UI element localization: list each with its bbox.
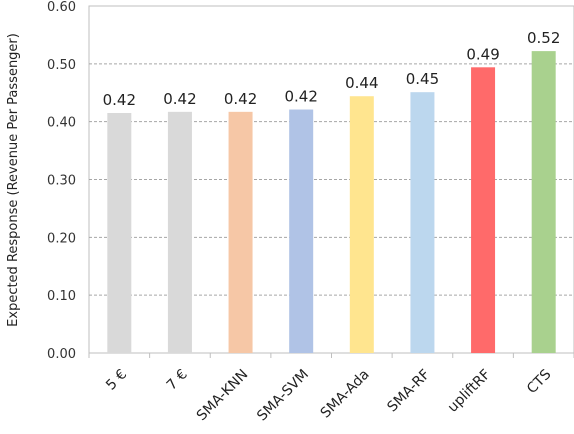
x-tick-label: SMA-Ada <box>318 367 373 422</box>
x-tick-label: SMA-KNN <box>194 367 252 425</box>
y-tick-label: 0.50 <box>47 58 76 73</box>
x-tick-label: 5 € <box>103 367 130 394</box>
x-tick-label: SMA-SVM <box>254 367 312 425</box>
data-labels: 0.42 0.42 0.42 0.42 0.44 0.45 0.49 0.52 <box>103 29 561 109</box>
x-axis-ticks: 5 € 7 € SMA-KNN SMA-SVM SMA-Ada SMA-RF upliftR… <box>88 353 574 425</box>
y-tick-label: 0.20 <box>47 231 76 246</box>
y-axis-ticks: 0.00 0.10 0.20 0.30 0.40 0.50 0.60 <box>47 0 76 362</box>
y-tick-label: 0.00 <box>47 347 76 362</box>
bar <box>471 67 496 353</box>
bars <box>107 51 556 354</box>
data-label: 0.49 <box>466 45 499 63</box>
bar <box>349 96 374 353</box>
data-label: 0.52 <box>527 29 560 47</box>
data-label: 0.42 <box>284 88 317 106</box>
bar <box>228 111 253 354</box>
bar <box>289 109 314 353</box>
y-axis-title: Expected Response (Revenue Per Passenger… <box>6 33 21 327</box>
x-tick-label: SMA-RF <box>384 367 433 416</box>
y-tick-label: 0.30 <box>47 174 76 189</box>
x-tick-label: 7 € <box>164 367 191 394</box>
x-tick-label: upliftRF <box>445 367 494 416</box>
y-tick-label: 0.40 <box>47 116 76 131</box>
bar <box>167 111 192 354</box>
x-tick-label: CTS <box>524 366 555 397</box>
y-tick-label: 0.60 <box>47 0 76 15</box>
data-label: 0.42 <box>163 90 196 108</box>
data-label: 0.45 <box>406 70 439 88</box>
data-label: 0.44 <box>345 74 378 92</box>
data-label: 0.42 <box>103 91 136 109</box>
data-label: 0.42 <box>224 90 257 108</box>
gridlines <box>89 63 574 296</box>
bar <box>107 112 132 353</box>
bar <box>410 92 435 354</box>
bar <box>531 51 556 354</box>
y-tick-label: 0.10 <box>47 289 76 304</box>
